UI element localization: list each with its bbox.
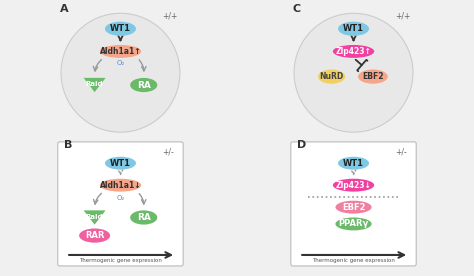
Text: PPARγ: PPARγ [338, 219, 369, 229]
Text: WT1: WT1 [343, 159, 364, 168]
Text: RA: RA [137, 213, 151, 222]
Text: A: A [60, 4, 68, 14]
Text: C: C [293, 4, 301, 14]
Text: Zlp423↓: Zlp423↓ [336, 181, 372, 190]
Text: EBF2: EBF2 [362, 72, 383, 81]
Ellipse shape [100, 45, 141, 58]
Ellipse shape [294, 13, 413, 132]
Ellipse shape [79, 229, 110, 243]
Text: WT1: WT1 [343, 24, 364, 33]
Ellipse shape [336, 201, 372, 214]
Ellipse shape [105, 22, 136, 36]
Text: Aldh1a1↑: Aldh1a1↑ [100, 47, 141, 56]
Text: EBF2: EBF2 [342, 203, 365, 212]
Text: Zlp423↑: Zlp423↑ [336, 47, 372, 56]
Ellipse shape [336, 217, 372, 230]
Text: Rald: Rald [86, 214, 103, 220]
Text: Thermogenic gene expression: Thermogenic gene expression [79, 258, 162, 263]
Text: WT1: WT1 [110, 24, 131, 33]
Text: +/-: +/- [395, 147, 407, 156]
Ellipse shape [61, 13, 180, 132]
Ellipse shape [318, 70, 345, 84]
Ellipse shape [100, 179, 141, 192]
Polygon shape [83, 78, 106, 92]
Text: WT1: WT1 [110, 159, 131, 168]
Text: D: D [297, 140, 306, 150]
Ellipse shape [358, 70, 388, 84]
Ellipse shape [105, 157, 136, 170]
Ellipse shape [338, 157, 369, 170]
Text: B: B [64, 140, 72, 150]
Ellipse shape [338, 22, 369, 36]
Text: +/+: +/+ [395, 11, 410, 20]
Text: Aldh1a1↓: Aldh1a1↓ [100, 181, 141, 190]
Ellipse shape [333, 179, 374, 192]
Ellipse shape [130, 210, 157, 225]
Ellipse shape [333, 45, 374, 58]
Text: +/+: +/+ [162, 11, 177, 20]
FancyBboxPatch shape [291, 142, 416, 266]
Text: NuRD: NuRD [319, 72, 344, 81]
Text: RA: RA [137, 81, 151, 89]
Text: O₂: O₂ [116, 195, 125, 201]
Polygon shape [83, 210, 106, 225]
Text: +/-: +/- [162, 147, 173, 156]
Text: Rald: Rald [86, 81, 103, 87]
Text: O₂: O₂ [116, 60, 125, 66]
Ellipse shape [130, 78, 157, 92]
Text: Thermogenic gene expression: Thermogenic gene expression [312, 258, 395, 263]
Text: RAR: RAR [85, 231, 104, 240]
FancyBboxPatch shape [58, 142, 183, 266]
